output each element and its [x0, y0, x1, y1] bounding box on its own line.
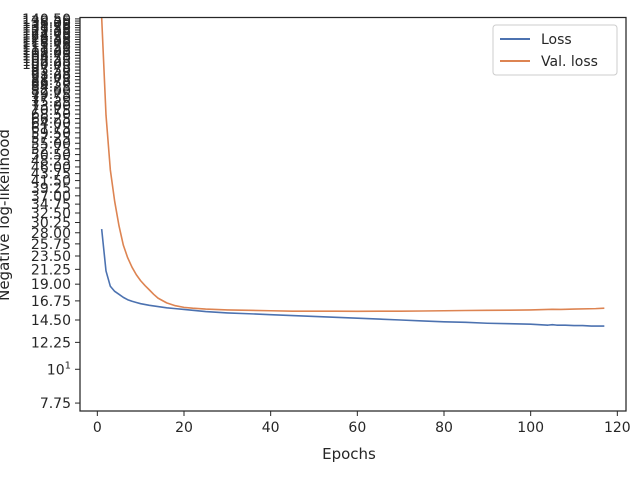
- y-tick-label: 48.25: [31, 154, 71, 170]
- y-tick-label: 93.25: [31, 66, 71, 82]
- y-tick-label: 43.75: [31, 167, 71, 183]
- x-tick-label: 40: [262, 420, 280, 436]
- y-tick-label: 75.25: [31, 95, 71, 111]
- y-tick-label: 70.75: [31, 103, 71, 119]
- y-tick-label: 118.00: [22, 35, 71, 51]
- y-tick-label: 39.25: [31, 181, 71, 197]
- y-axis-label: Negative log-likelihood: [0, 129, 13, 301]
- series-line-loss: [100, 228, 605, 327]
- x-tick-label: 0: [93, 420, 102, 436]
- y-tick-label: 129.25: [22, 23, 71, 39]
- y-tick-label: 32.50: [31, 206, 71, 222]
- y-tick-label: 104.50: [22, 51, 71, 67]
- y-tick-label: 97.75: [31, 60, 71, 76]
- y-tick-label: 109.00: [22, 46, 71, 62]
- y-tick-label: 102.25: [22, 54, 71, 70]
- y-tick-label: 37.00: [31, 189, 71, 205]
- y-tick-label: 66.25: [31, 112, 71, 128]
- y-tick-label: 28.00: [31, 226, 71, 242]
- legend: Loss Val. loss: [492, 24, 618, 76]
- y-tick-label: 84.25: [31, 80, 71, 96]
- y-tick-label: 122.50: [22, 30, 71, 46]
- x-tick-label: 100: [517, 420, 544, 436]
- y-tick-label: 16.75: [31, 294, 71, 310]
- y-tick-label: 115.75: [22, 38, 71, 54]
- y-tick-label: 138.25: [22, 14, 71, 30]
- y-tick-label: 52.75: [31, 142, 71, 158]
- y-tick-label: 41.50: [31, 174, 71, 190]
- y-tick-label: 106.75: [22, 48, 71, 64]
- y-tick-label: 34.75: [31, 197, 71, 213]
- y-tick-label: 131.50: [22, 21, 71, 37]
- y-tick-label: 100.00: [22, 57, 71, 73]
- y-tick-label: 140.50: [22, 12, 71, 28]
- y-tick-label: 95.50: [31, 63, 71, 79]
- y-tick-label: 127.00: [22, 25, 71, 41]
- y-tick-label: 120.25: [22, 33, 71, 49]
- y-tick-label: 73.00: [31, 99, 71, 115]
- y-tick-label: 79.75: [31, 87, 71, 103]
- legend-label-loss: Loss: [541, 32, 572, 48]
- y-tick-label: 12.25: [31, 335, 71, 351]
- y-axis-ticks: 7.7510112.2514.5016.7519.0021.2523.5025.…: [22, 12, 80, 412]
- series-line-val-loss: [100, 17, 605, 313]
- y-tick-label: 111.25: [22, 43, 71, 59]
- y-tick-label: 113.50: [22, 40, 71, 56]
- y-tick-label: 68.50: [31, 107, 71, 123]
- y-tick-label: 88.75: [31, 73, 71, 89]
- y-tick-label: 61.75: [31, 121, 71, 137]
- y-tick-label: 30.25: [31, 216, 71, 232]
- x-axis-label: Epochs: [322, 445, 376, 463]
- y-tick-label: 23.50: [31, 249, 71, 265]
- y-tick-label: 82.00: [31, 83, 71, 99]
- legend-box: [492, 24, 618, 76]
- x-axis-ticks: 0 20 40 60 80 100 120: [93, 411, 631, 436]
- y-tick-label: 133.75: [22, 18, 71, 34]
- y-tick-label: 46.00: [31, 160, 71, 176]
- y-tick-label: 64.00: [31, 116, 71, 132]
- y-tick-label: 77.50: [31, 91, 71, 107]
- x-tick-label: 60: [348, 420, 366, 436]
- y-tick-label: 59.50: [31, 126, 71, 142]
- y-tick-label: 136.00: [22, 16, 71, 32]
- x-tick-label: 80: [435, 420, 453, 436]
- y-tick-label: 14.50: [31, 313, 71, 329]
- legend-label-val-loss: Val. loss: [541, 54, 598, 70]
- y-tick-label: 19.00: [31, 277, 71, 293]
- y-tick-label: 55.00: [31, 136, 71, 152]
- y-tick-label: 50.50: [31, 148, 71, 164]
- y-tick-label: 25.75: [31, 237, 71, 253]
- series-layer: [100, 17, 605, 327]
- y-tick-label: 57.25: [31, 131, 71, 147]
- x-tick-label: 20: [175, 420, 193, 436]
- x-tick-label: 120: [604, 420, 631, 436]
- plot-frame: [79, 16, 627, 412]
- y-tick-label: 21.25: [31, 262, 71, 278]
- y-tick-label: 7.75: [40, 396, 71, 412]
- y-tick-label: 91.00: [31, 69, 71, 85]
- y-tick-label: 86.50: [31, 76, 71, 92]
- y-tick-label: 124.75: [22, 28, 71, 44]
